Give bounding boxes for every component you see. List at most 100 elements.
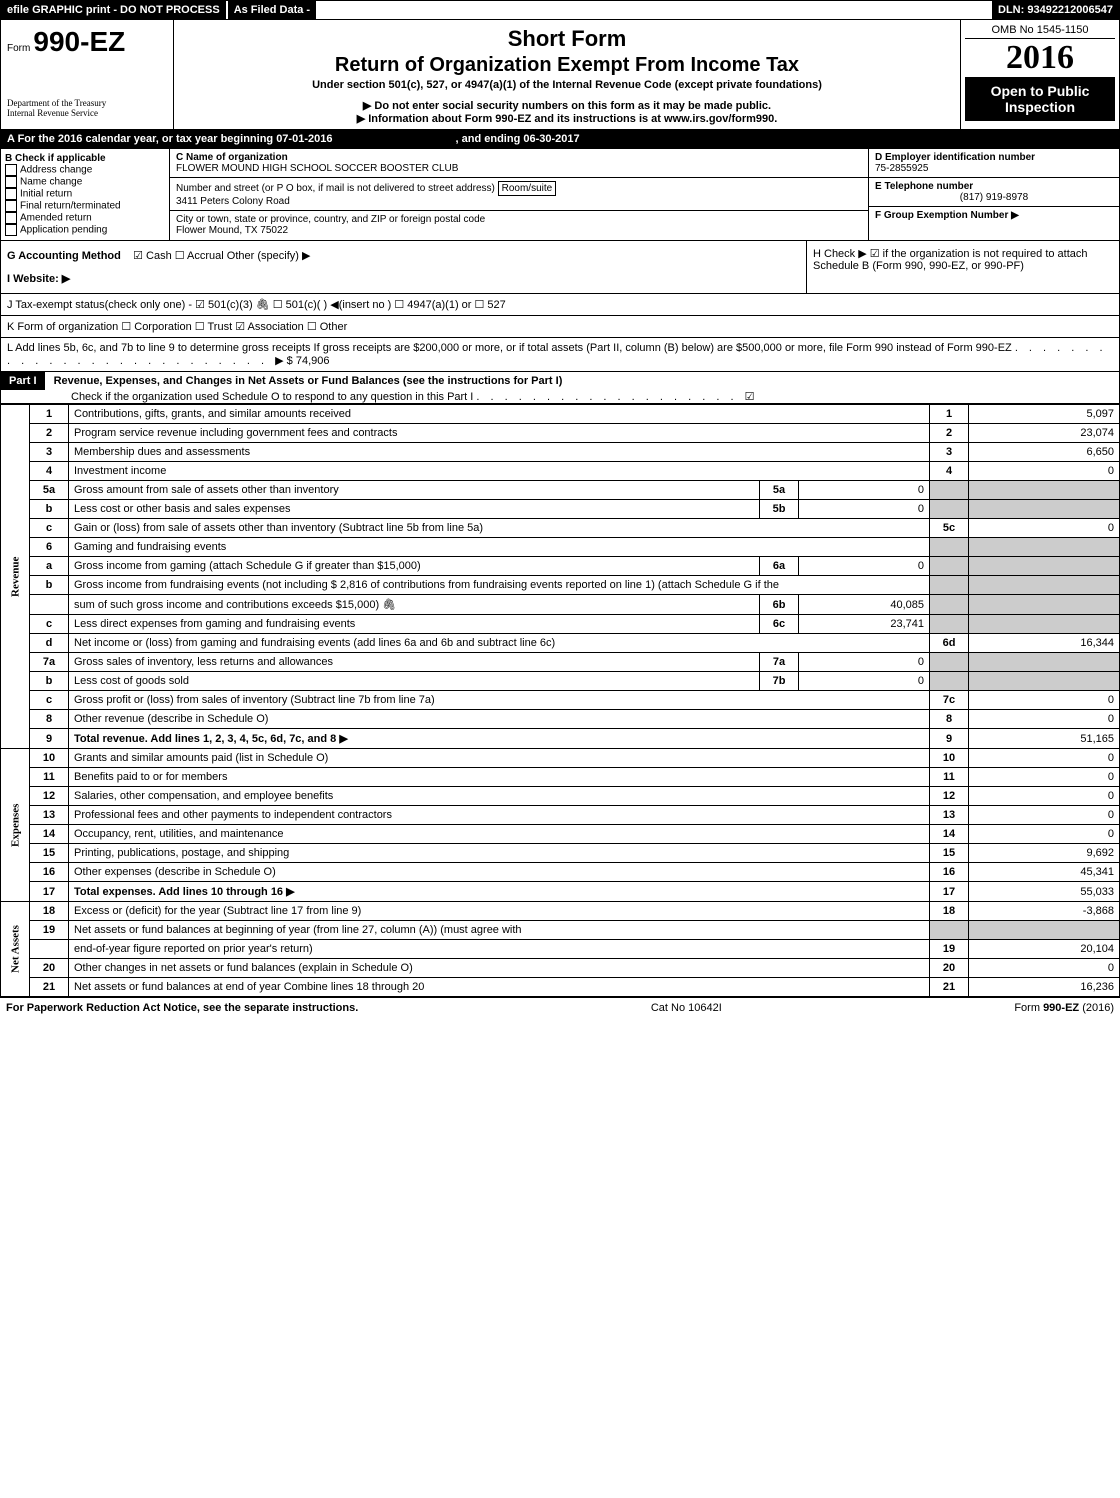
box-b-label: B Check if applicable: [5, 153, 106, 164]
side-revenue: Revenue: [1, 405, 30, 749]
line-val: -3,868: [969, 902, 1120, 921]
line-desc: Printing, publications, postage, and shi…: [69, 844, 930, 863]
line-number: c: [30, 691, 69, 710]
line-desc: Other expenses (describe in Schedule O): [69, 863, 930, 882]
line-val-shaded: [969, 672, 1120, 691]
line-ref: 12: [930, 787, 969, 806]
line-number: d: [30, 634, 69, 653]
line-ref: 6d: [930, 634, 969, 653]
note-ssn: ▶ Do not enter social security numbers o…: [178, 99, 956, 112]
line-desc: Other changes in net assets or fund bala…: [69, 959, 930, 978]
line-desc: Other revenue (describe in Schedule O): [69, 710, 930, 729]
line-val-shaded: [969, 500, 1120, 519]
part1-check-text: Check if the organization used Schedule …: [71, 391, 473, 403]
i-website-label: I Website: ▶: [7, 273, 70, 285]
box-b: B Check if applicable Address change Nam…: [1, 149, 170, 240]
note-info: ▶ Information about Form 990-EZ and its …: [178, 112, 956, 125]
dln-label: DLN: 93492212006547: [992, 1, 1119, 19]
mini-val: 0: [799, 557, 930, 576]
line-number: 16: [30, 863, 69, 882]
line-ref: 21: [930, 978, 969, 997]
part1-table: Revenue1Contributions, gifts, grants, an…: [0, 404, 1120, 997]
checkbox-icon[interactable]: [5, 164, 17, 176]
k-text: K Form of organization ☐ Corporation ☐ T…: [7, 321, 347, 333]
line-val-shaded: [969, 595, 1120, 615]
line-desc: Salaries, other compensation, and employ…: [69, 787, 930, 806]
line-desc: Occupancy, rent, utilities, and maintena…: [69, 825, 930, 844]
checkbox-icon[interactable]: [5, 200, 17, 212]
row-k: K Form of organization ☐ Corporation ☐ T…: [0, 316, 1120, 338]
line-desc: Program service revenue including govern…: [69, 424, 930, 443]
mini-ref: 7a: [760, 653, 799, 672]
mini-ref: 5b: [760, 500, 799, 519]
line-number: c: [30, 519, 69, 538]
box-c: C Name of organization FLOWER MOUND HIGH…: [170, 149, 869, 240]
line-desc: Less cost of goods sold: [69, 672, 760, 691]
form-number: 990-EZ: [33, 26, 125, 57]
checkbox-icon[interactable]: [5, 224, 17, 236]
line-desc: Grants and similar amounts paid (list in…: [69, 749, 930, 768]
short-form-title: Short Form: [178, 26, 956, 52]
line-ref: 15: [930, 844, 969, 863]
dept-treasury: Department of the Treasury: [7, 98, 167, 108]
l-text: L Add lines 5b, 6c, and 7b to line 9 to …: [7, 342, 1012, 354]
line-desc: sum of such gross income and contributio…: [69, 595, 760, 615]
line-number: b: [30, 576, 69, 595]
line-val-shaded: [969, 538, 1120, 557]
line-desc: Membership dues and assessments: [69, 443, 930, 462]
chk-initial: Initial return: [20, 189, 72, 200]
line-ref-shaded: [930, 500, 969, 519]
c-street-label: Number and street (or P O box, if mail i…: [176, 183, 495, 194]
line-desc: Gross income from fundraising events (no…: [69, 576, 930, 595]
chk-address: Address change: [20, 165, 92, 176]
footer: For Paperwork Reduction Act Notice, see …: [0, 997, 1120, 1018]
c-name-label: C Name of organization: [176, 152, 288, 163]
part1-checked: ☑: [745, 391, 755, 403]
line-number: 6: [30, 538, 69, 557]
line-number: 1: [30, 405, 69, 424]
line-ref-shaded: [930, 481, 969, 500]
e-tel-label: E Telephone number: [875, 181, 973, 192]
g-options: ☑ Cash ☐ Accrual Other (specify) ▶: [133, 250, 310, 262]
line-val: 0: [969, 825, 1120, 844]
line-desc: Total revenue. Add lines 1, 2, 3, 4, 5c,…: [69, 729, 930, 749]
line-ref: 14: [930, 825, 969, 844]
line-val: 0: [969, 691, 1120, 710]
line-val: 20,104: [969, 940, 1120, 959]
line-ref: 4: [930, 462, 969, 481]
line-val: 45,341: [969, 863, 1120, 882]
line-val: 16,236: [969, 978, 1120, 997]
line-ref: 17: [930, 882, 969, 902]
line-number: 7a: [30, 653, 69, 672]
line-val: 0: [969, 519, 1120, 538]
line-desc: Investment income: [69, 462, 930, 481]
line-ref: 18: [930, 902, 969, 921]
gh-row: G Accounting Method ☑ Cash ☐ Accrual Oth…: [0, 241, 1120, 294]
mini-val: 0: [799, 653, 930, 672]
line-desc: Net assets or fund balances at beginning…: [69, 921, 930, 940]
line-desc: Net assets or fund balances at end of ye…: [69, 978, 930, 997]
line-val: 5,097: [969, 405, 1120, 424]
mini-ref: 6b: [760, 595, 799, 615]
line-val-shaded: [969, 481, 1120, 500]
side-expenses: Expenses: [1, 749, 30, 902]
checkbox-icon[interactable]: [5, 188, 17, 200]
line-desc: Gain or (loss) from sale of assets other…: [69, 519, 930, 538]
top-bar: efile GRAPHIC print - DO NOT PROCESS As …: [0, 0, 1120, 20]
line-number: 4: [30, 462, 69, 481]
line-ref-shaded: [930, 576, 969, 595]
line-ref-shaded: [930, 595, 969, 615]
line-val: 0: [969, 710, 1120, 729]
mini-ref: 6c: [760, 615, 799, 634]
line-val: 0: [969, 462, 1120, 481]
mini-val: 0: [799, 672, 930, 691]
chk-amended: Amended return: [20, 213, 92, 224]
line-ref: 7c: [930, 691, 969, 710]
section-a-text: A For the 2016 calendar year, or tax yea…: [7, 133, 332, 145]
line-desc: Total expenses. Add lines 10 through 16 …: [69, 882, 930, 902]
line-val: 0: [969, 806, 1120, 825]
checkbox-icon[interactable]: [5, 212, 17, 224]
line-val-shaded: [969, 653, 1120, 672]
checkbox-icon[interactable]: [5, 176, 17, 188]
line-val: 0: [969, 787, 1120, 806]
